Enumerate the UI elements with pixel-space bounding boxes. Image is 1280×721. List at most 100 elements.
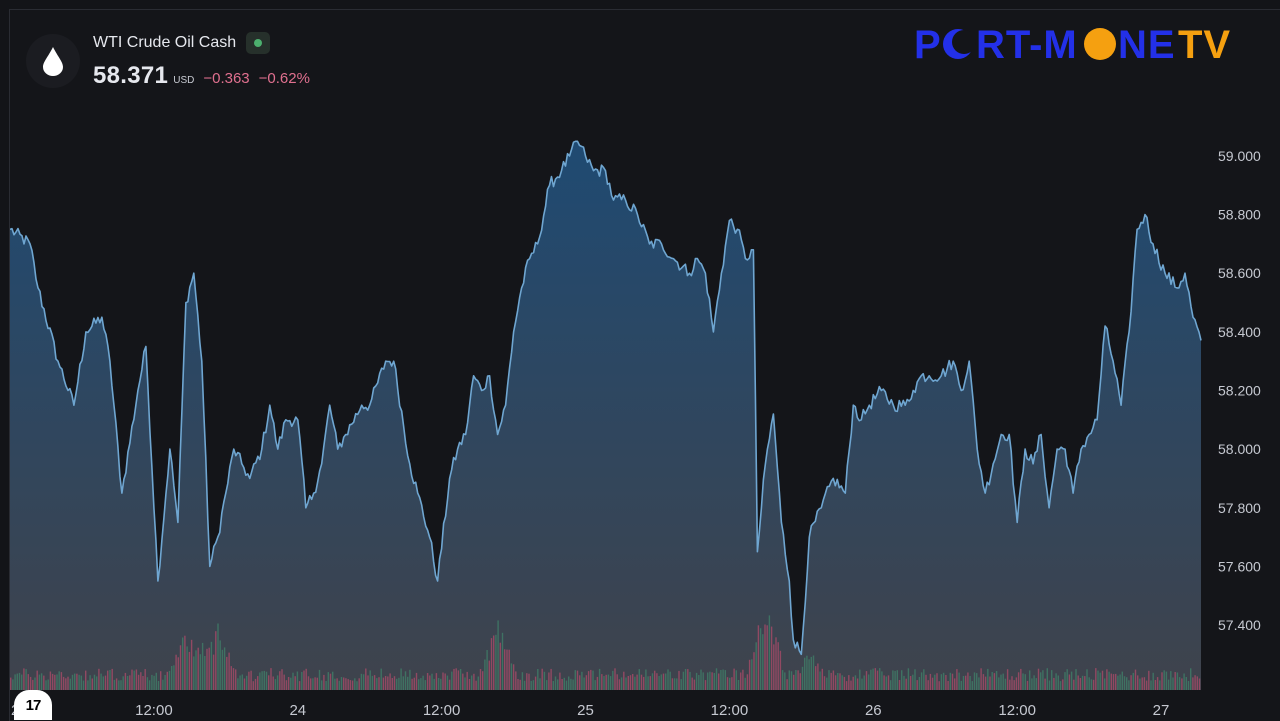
volume-bar [146,677,149,690]
volume-bar [109,670,111,690]
volume-bar [870,669,872,690]
volume-bar [984,676,987,690]
volume-bar [292,672,294,690]
volume-bar [210,641,213,690]
volume-bar [495,634,497,690]
volume-bar [898,680,901,690]
volume-bar [1040,672,1042,690]
volume-bar [54,674,56,690]
volume-bar [601,674,603,690]
volume-bar [43,675,45,690]
volume-bar [307,676,310,690]
price-chart[interactable]: 59.000 58.800 58.600 58.400 58.200 58.000 57.8… [10,10,1280,721]
volume-bar [546,680,548,690]
volume-bar [466,671,468,690]
volume-bar [843,676,846,690]
volume-bar [936,673,938,690]
volume-bar [890,680,892,690]
volume-bar [859,669,861,690]
volume-bar [945,675,947,690]
volume-bar [398,677,400,690]
volume-bar [122,676,124,690]
volume-bar [1181,678,1183,690]
volume-bar [1187,681,1190,690]
volume-bar [1154,680,1157,690]
volume-bar [1123,676,1126,690]
volume-bar [559,672,561,690]
volume-bar [1106,669,1108,690]
market-status-badge[interactable] [246,32,271,54]
volume-bar [332,671,334,690]
volume-bar [947,681,949,690]
volume-bar [1156,677,1159,690]
volume-bar [735,670,737,690]
volume-bar [790,671,793,690]
volume-bar [451,671,453,690]
volume-bar [301,672,303,690]
volume-bar [812,655,815,690]
volume-bar [426,673,429,690]
volume-bar [903,675,905,690]
volume-bar [521,672,524,690]
volume-bar [422,675,424,690]
volume-bar [409,669,411,690]
volume-bar [669,671,671,690]
volume-bar [171,666,173,690]
volume-bar [905,678,907,690]
volume-bar [995,671,998,690]
volume-bar [799,673,801,690]
volume-bar [85,670,87,690]
volume-bar [980,668,982,690]
volume-bar [795,670,797,690]
chart-pane[interactable]: 59.000 58.800 58.600 58.400 58.200 58.000 57.8… [9,9,1280,721]
volume-bar [676,678,678,690]
volume-bar [349,680,352,690]
volume-bar [118,680,120,690]
volume-bar [193,656,195,690]
volume-bar [576,670,579,690]
volume-bar [142,676,144,690]
volume-bar [673,678,676,690]
volume-bar [901,670,903,690]
last-price: 58.371 [93,62,169,89]
volume-bar [1198,678,1201,690]
volume-bar [453,668,455,690]
volume-bar [259,672,261,690]
volume-bar [1017,672,1020,690]
volume-bar [528,673,530,690]
volume-bar [56,674,58,690]
volume-bar [1051,670,1053,690]
volume-bar [435,673,438,690]
volume-bar [603,676,605,690]
volume-bar [645,669,647,690]
volume-bar [404,671,407,690]
volume-bar [241,674,243,690]
volume-bar [693,679,696,690]
volume-bar [257,676,259,690]
volume-bar [1143,677,1146,690]
volume-bar [261,671,263,690]
volume-bar [356,681,358,690]
volume-bar [1108,671,1110,690]
volume-bar [459,669,462,690]
volume-bar [931,677,934,690]
volume-bar [1167,679,1170,690]
volume-bar [179,645,182,690]
symbol-title[interactable]: WTI Crude Oil Cash [93,34,237,51]
volume-bar [512,664,515,690]
volume-bar [325,681,327,690]
volume-bar [618,679,621,690]
volume-bar [290,677,292,690]
volume-bar [561,679,563,690]
volume-bar [389,673,391,690]
volume-bar [272,676,274,690]
volume-bar [987,668,989,690]
volume-bar [892,670,894,690]
volume-bar [91,678,93,690]
volume-bar [78,674,80,690]
y-axis-tick-label: 58.800 [1218,207,1261,223]
tradingview-logo-icon[interactable]: 17 [14,690,52,720]
x-axis-tick-label: 12:00 [998,702,1036,719]
volume-bar [1176,672,1179,690]
volume-bar [440,678,442,690]
